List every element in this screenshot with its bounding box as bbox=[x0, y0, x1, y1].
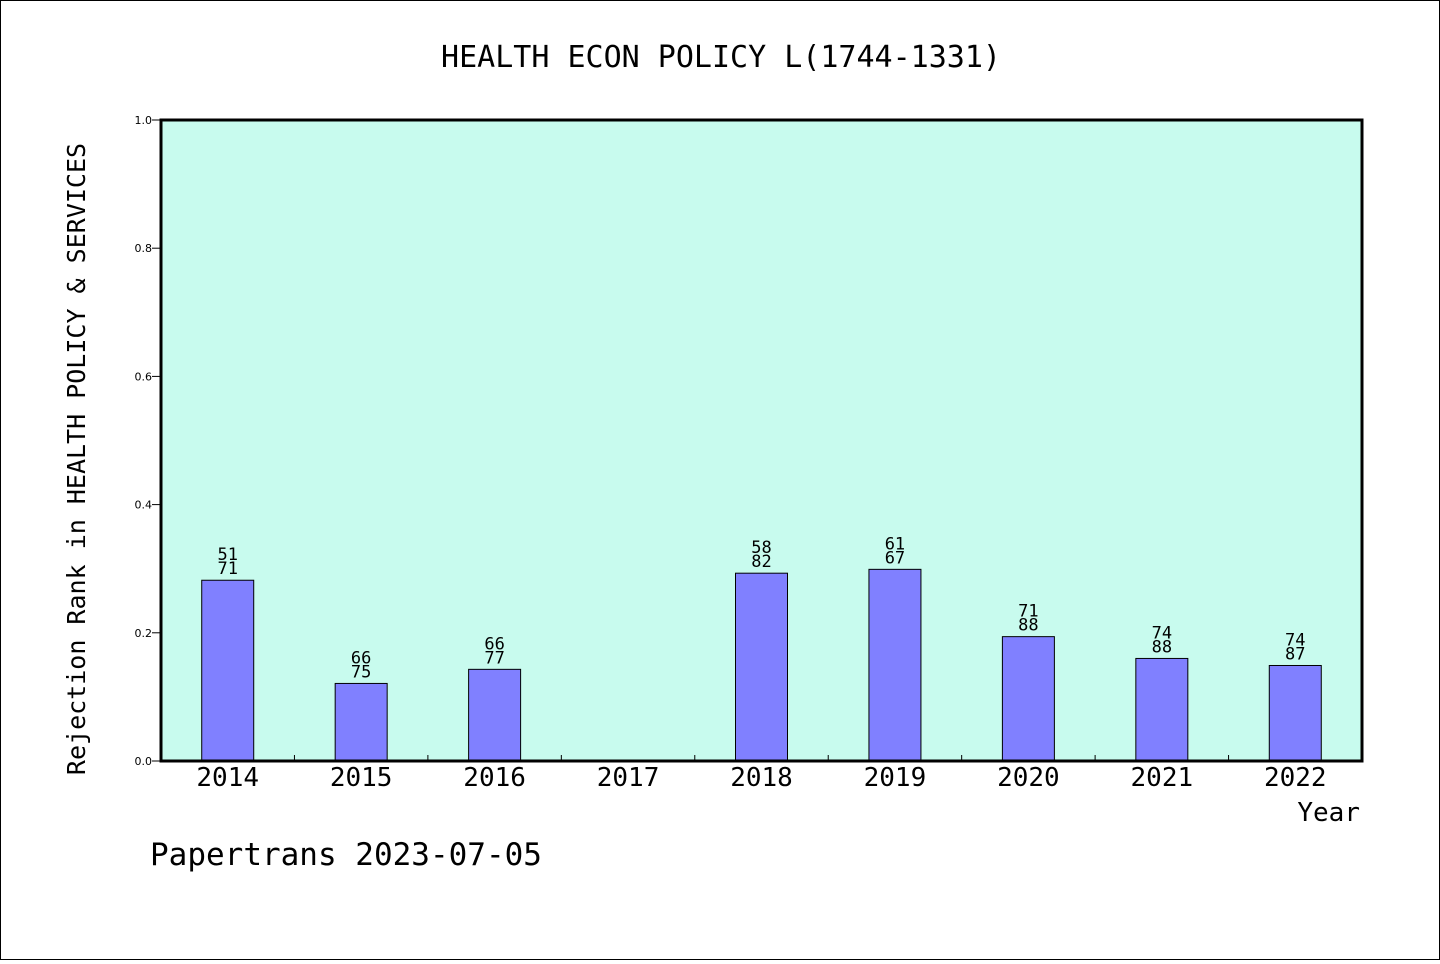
data-label-bottom: 87 bbox=[1285, 644, 1305, 664]
x-tick-label: 2021 bbox=[1131, 763, 1194, 793]
bar-2018 bbox=[735, 572, 788, 762]
data-label-top: 51 bbox=[217, 545, 237, 565]
y-axis: 0.0 0.2 0.4 0.6 0.8 1.0 bbox=[135, 114, 161, 768]
bar-2022 bbox=[1268, 664, 1322, 762]
x-tick-label: 2016 bbox=[463, 763, 526, 793]
y-axis-label: Rejection Rank in HEALTH POLICY & SERVIC… bbox=[62, 143, 91, 775]
data-label-bottom: 75 bbox=[351, 662, 371, 682]
bar-series bbox=[201, 568, 1322, 762]
data-label-bottom: 67 bbox=[885, 548, 905, 568]
x-tick-label: 2018 bbox=[730, 763, 793, 793]
data-label-bottom: 82 bbox=[751, 552, 771, 572]
data-label-top: 74 bbox=[1152, 623, 1172, 643]
data-label-top: 61 bbox=[885, 534, 905, 554]
y-tick-label: 0.0 bbox=[135, 755, 153, 768]
bar-2015 bbox=[334, 682, 388, 762]
bar-2021 bbox=[1135, 657, 1189, 762]
data-label-bottom: 88 bbox=[1018, 616, 1038, 636]
plot-border bbox=[159, 118, 1364, 763]
data-label-top: 71 bbox=[1018, 602, 1038, 622]
x-tick-label: 2017 bbox=[597, 763, 660, 793]
footer-credit: Papertrans 2023-07-05 bbox=[150, 837, 542, 873]
data-label-top: 58 bbox=[751, 538, 771, 558]
bar-2020 bbox=[1001, 636, 1055, 762]
bar-2016 bbox=[468, 668, 522, 762]
data-label-top: 74 bbox=[1285, 630, 1305, 650]
x-tick-label: 2020 bbox=[997, 763, 1060, 793]
data-label-top: 66 bbox=[351, 648, 371, 668]
y-tick-label: 1.0 bbox=[135, 114, 153, 127]
data-label-bottom: 88 bbox=[1152, 637, 1172, 657]
x-tick-label: 2019 bbox=[864, 763, 927, 793]
data-label-top: 66 bbox=[484, 634, 504, 654]
x-axis-label: Year bbox=[1297, 798, 1360, 828]
bar-2019 bbox=[868, 568, 922, 762]
x-axis: 2014 2015 2016 2017 2018 2019 2020 2021 2022 bbox=[196, 755, 1327, 793]
data-label-bottom: 71 bbox=[217, 559, 237, 579]
y-tick-label: 0.8 bbox=[135, 242, 153, 255]
data-label-bottom: 77 bbox=[484, 648, 504, 668]
chart-title: HEALTH ECON POLICY L(1744-1331) bbox=[441, 40, 1001, 75]
x-tick-label: 2014 bbox=[196, 763, 259, 793]
y-tick-label: 0.4 bbox=[135, 499, 153, 512]
x-tick-label: 2022 bbox=[1264, 763, 1327, 793]
y-tick-label: 0.6 bbox=[135, 370, 153, 383]
x-tick-label: 2015 bbox=[330, 763, 393, 793]
bar-2014 bbox=[201, 579, 255, 762]
y-tick-label: 0.2 bbox=[135, 627, 153, 640]
